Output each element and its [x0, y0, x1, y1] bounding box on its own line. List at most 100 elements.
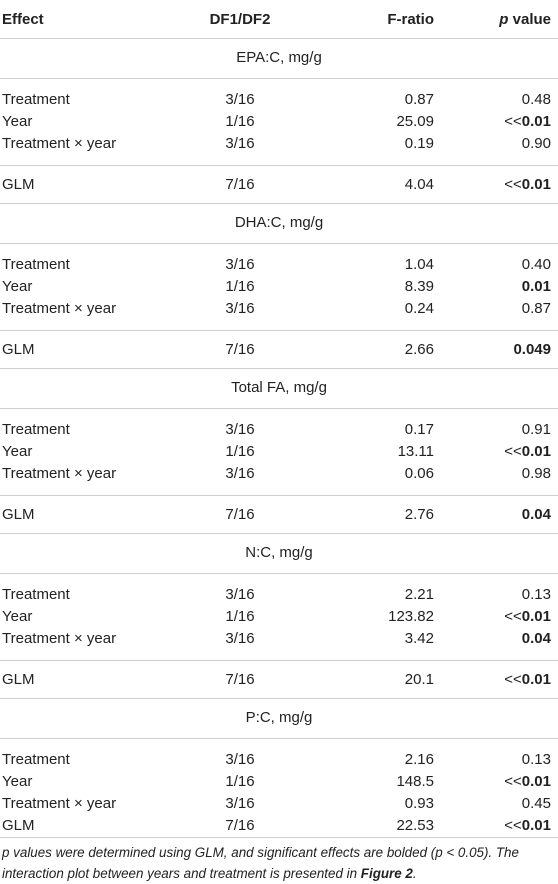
f-ratio-cell: 0.93 [404, 795, 434, 812]
table-row: Treatment 3/16 2.16 0.13 [0, 749, 558, 771]
effect-cell: GLM [2, 341, 35, 358]
f-ratio-cell: 2.66 [404, 341, 434, 358]
table-row: Year 1/16 13.11 <<0.01 [0, 441, 558, 463]
anova-table: Effect DF1/DF2 F-ratio p value EPA:C, mg… [0, 0, 558, 838]
p-value-cell: 0.40 [521, 256, 551, 273]
p-value-cell: <<0.01 [504, 443, 551, 460]
f-ratio-cell: 0.87 [404, 91, 434, 108]
f-ratio-cell: 3.42 [404, 630, 434, 647]
p-value-cell: 0.01 [521, 278, 551, 295]
table-row: Treatment 3/16 0.87 0.48 [0, 89, 558, 111]
section-title: EPA:C, mg/g [0, 39, 558, 79]
p-value-cell: 0.91 [521, 421, 551, 438]
p-value-cell: 0.87 [521, 300, 551, 317]
table-row: Year 1/16 25.09 <<0.01 [0, 111, 558, 133]
p-value-cell: <<0.01 [504, 113, 551, 130]
effect-cell: Year [2, 278, 33, 295]
p-value-cell: 0.90 [521, 135, 551, 152]
table-footnote: p values were determined using GLM, and … [2, 845, 519, 881]
table-header: Effect DF1/DF2 F-ratio p value [0, 0, 558, 39]
effect-cell: Treatment × year [2, 795, 117, 812]
effect-cell: Treatment × year [2, 300, 117, 317]
f-ratio-cell: 0.24 [404, 300, 434, 317]
f-ratio-cell: 123.82 [388, 608, 434, 625]
df-cell: 7/16 [225, 506, 255, 523]
glm-row: GLM 7/16 20.1 <<0.01 [0, 660, 558, 699]
df-cell: 3/16 [225, 300, 255, 317]
effect-cell: GLM [2, 671, 35, 688]
f-ratio-cell: 148.5 [396, 773, 434, 790]
f-ratio-cell: 22.53 [396, 817, 434, 834]
f-ratio-cell: 25.09 [396, 113, 434, 130]
p-value-cell: <<0.01 [504, 773, 551, 790]
p-value-cell: <<0.01 [504, 608, 551, 625]
df-cell: 3/16 [225, 795, 255, 812]
f-ratio-cell: 2.76 [404, 506, 434, 523]
effect-cell: Year [2, 443, 33, 460]
p-value-cell: 0.48 [521, 91, 551, 108]
section-title: DHA:C, mg/g [0, 204, 558, 244]
df-cell: 3/16 [225, 586, 255, 603]
df-cell: 1/16 [225, 113, 255, 130]
section-title: P:C, mg/g [0, 699, 558, 739]
f-ratio-cell: 1.04 [404, 256, 434, 273]
effect-cell: Treatment × year [2, 465, 117, 482]
df-cell: 3/16 [225, 91, 255, 108]
effect-cell: Treatment × year [2, 630, 117, 647]
effect-cell: GLM [2, 817, 35, 834]
effect-cell: Year [2, 608, 33, 625]
p-value-cell: 0.04 [521, 506, 551, 523]
df-cell: 3/16 [225, 256, 255, 273]
f-ratio-cell: 8.39 [404, 278, 434, 295]
glm-row: GLM 7/16 2.76 0.04 [0, 495, 558, 534]
p-value-cell: <<0.01 [504, 176, 551, 193]
df-cell: 7/16 [225, 671, 255, 688]
p-value-cell: <<0.01 [504, 671, 551, 688]
effect-cell: Year [2, 773, 33, 790]
p-value-cell: 0.45 [521, 795, 551, 812]
table-body: EPA:C, mg/g Treatment 3/16 0.87 0.48 Year 1/16… [0, 39, 558, 838]
f-ratio-cell: 13.11 [397, 443, 434, 460]
df-cell: 3/16 [225, 630, 255, 647]
f-ratio-cell: 2.21 [404, 586, 434, 603]
effect-cell: Treatment [2, 256, 70, 273]
table-row: Treatment × year 3/16 0.06 0.98 [0, 463, 558, 485]
table-row: Treatment 3/16 2.21 0.13 [0, 584, 558, 606]
df-cell: 1/16 [225, 773, 255, 790]
p-value-cell: 0.13 [521, 751, 551, 768]
df-cell: 7/16 [225, 341, 255, 358]
effect-cell: GLM [2, 176, 35, 193]
table-row: Treatment × year 3/16 0.93 0.45 [0, 793, 558, 815]
f-ratio-cell: 4.04 [404, 176, 434, 193]
effect-cell: Treatment [2, 751, 70, 768]
table-row: Treatment × year 3/16 0.24 0.87 [0, 298, 558, 320]
table-row: GLM 7/16 22.53 <<0.01 [0, 815, 558, 838]
table-row: Treatment 3/16 1.04 0.40 [0, 254, 558, 276]
p-value-cell: 0.13 [521, 586, 551, 603]
effect-cell: Treatment [2, 586, 70, 603]
table-row: Year 1/16 123.82 <<0.01 [0, 606, 558, 628]
df-cell: 3/16 [225, 421, 255, 438]
df-cell: 3/16 [225, 751, 255, 768]
header-effect: Effect [2, 11, 44, 28]
table-row: Year 1/16 148.5 <<0.01 [0, 771, 558, 793]
df-cell: 3/16 [225, 465, 255, 482]
section-title: N:C, mg/g [0, 534, 558, 574]
table-row: Treatment 3/16 0.17 0.91 [0, 419, 558, 441]
glm-row: GLM 7/16 4.04 <<0.01 [0, 165, 558, 204]
effect-cell: GLM [2, 506, 35, 523]
p-value-cell: 0.049 [513, 341, 551, 358]
effect-cell: Treatment [2, 91, 70, 108]
effect-cell: Treatment [2, 421, 70, 438]
f-ratio-cell: 0.17 [404, 421, 434, 438]
df-cell: 3/16 [225, 135, 255, 152]
effect-cell: Year [2, 113, 33, 130]
header-p-value: p value [499, 11, 551, 28]
header-df: DF1/DF2 [209, 11, 271, 28]
glm-row: GLM 7/16 2.66 0.049 [0, 330, 558, 369]
header-f-ratio: F-ratio [387, 11, 434, 28]
df-cell: 1/16 [225, 608, 255, 625]
p-value-cell: 0.98 [521, 465, 551, 482]
section-title: Total FA, mg/g [0, 369, 558, 409]
df-cell: 1/16 [225, 443, 255, 460]
